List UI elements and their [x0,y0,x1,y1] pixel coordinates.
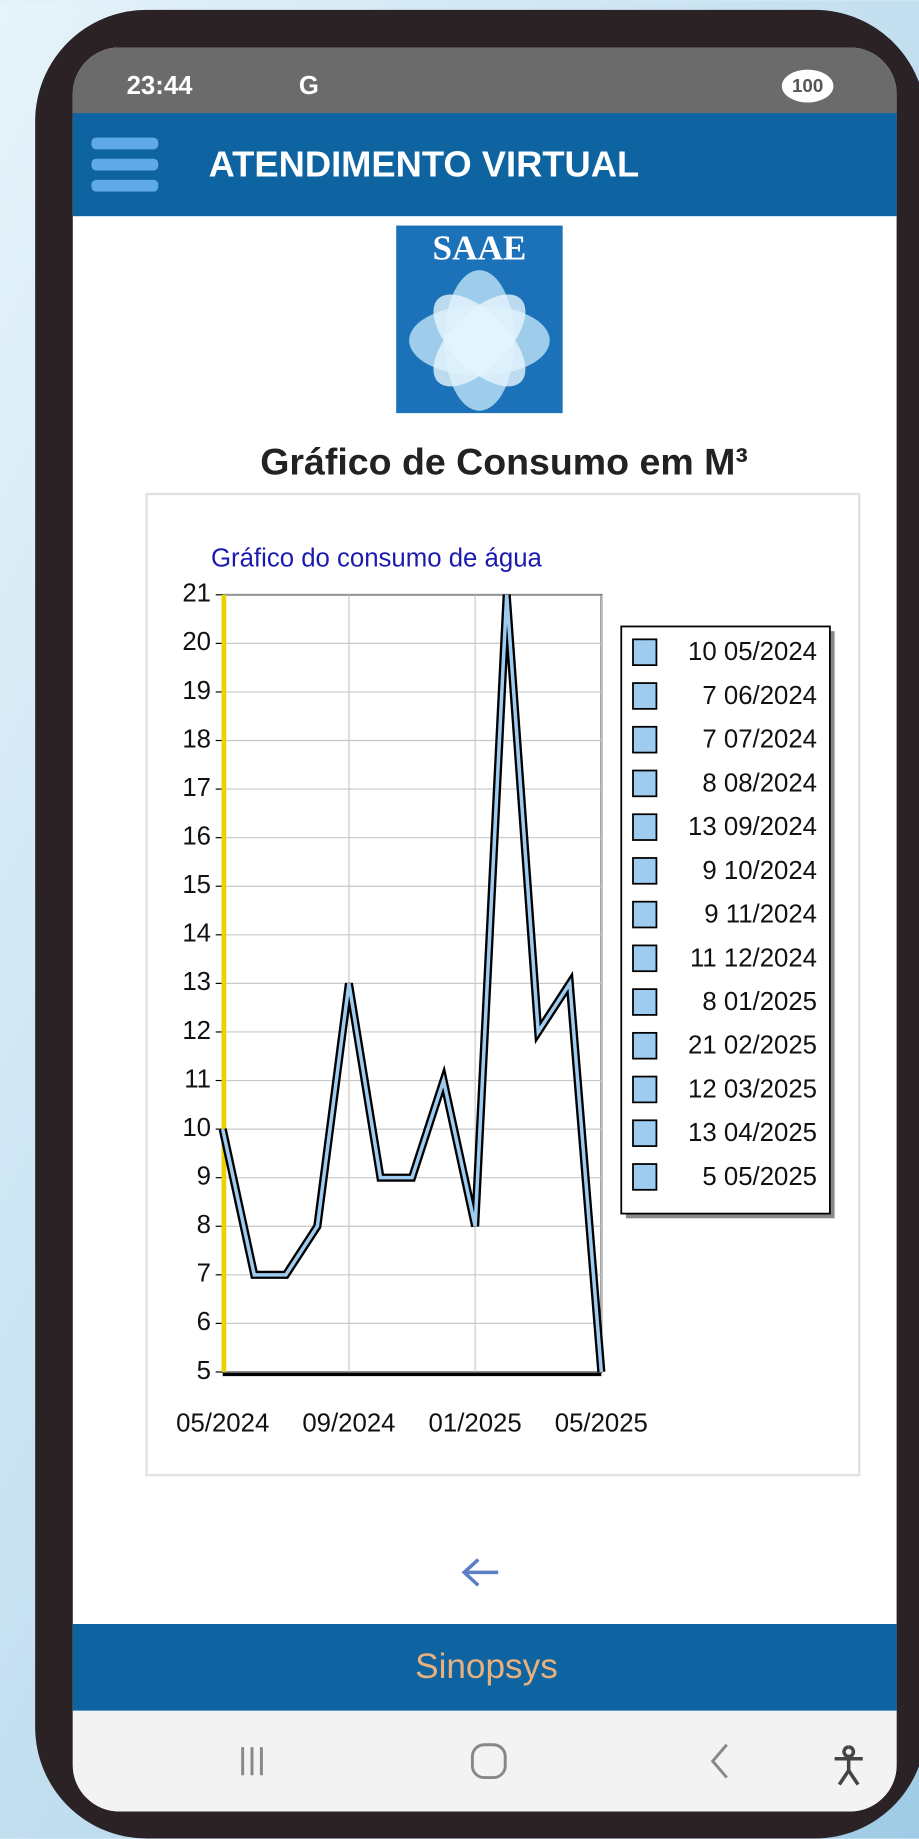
y-tick-label: 5 [197,1357,211,1385]
y-tick-label: 20 [182,628,211,656]
x-tick-label: 05/2024 [176,1410,269,1438]
legend-label: 8 01/2025 [702,988,817,1016]
y-tick-label: 12 [182,1017,211,1045]
legend-swatch [633,639,656,665]
status-battery: 100 [792,75,823,96]
legend-swatch [633,902,656,928]
logo: SAAE [396,226,562,414]
legend-label: 7 07/2024 [702,726,817,754]
y-tick-label: 15 [182,871,211,899]
x-tick-label: 05/2025 [555,1410,648,1438]
legend-label: 5 05/2025 [702,1163,817,1191]
legend-swatch [633,771,656,797]
legend-swatch [633,727,656,753]
footer-text: Sinopsys [415,1647,558,1686]
y-tick-label: 21 [182,580,211,608]
legend-label: 10 05/2024 [688,638,817,666]
screenshot: 23:44 G 100 ATENDIMENTO VIRTUAL SAAE Grá… [0,0,919,1839]
legend-label: 9 11/2024 [704,901,817,929]
legend-label: 13 09/2024 [688,813,817,841]
legend-swatch [633,814,656,840]
legend-swatch [633,858,656,884]
y-tick-label: 10 [182,1114,211,1142]
legend-swatch [633,1077,656,1103]
y-tick-label: 9 [197,1162,211,1190]
status-bar [73,47,897,113]
status-network: G [299,72,319,100]
y-tick-label: 13 [182,968,211,996]
legend-label: 12 03/2025 [688,1075,817,1103]
y-tick-label: 8 [197,1211,211,1239]
screen: 23:44 G 100 ATENDIMENTO VIRTUAL SAAE Grá… [73,47,897,1811]
x-tick-label: 09/2024 [302,1410,395,1438]
y-tick-label: 11 [184,1065,211,1093]
page: 23:44 G 100 ATENDIMENTO VIRTUAL SAAE Grá… [0,0,919,1839]
legend-swatch [633,945,656,971]
y-tick-label: 14 [182,920,211,948]
legend-swatch [633,1033,656,1059]
legend-swatch [633,683,656,709]
y-tick-label: 16 [182,822,211,850]
legend-label: 9 10/2024 [702,857,817,885]
logo-text: SAAE [433,228,527,267]
y-tick-label: 6 [197,1308,211,1336]
legend-swatch [633,989,656,1015]
y-tick-label: 7 [197,1260,211,1288]
y-tick-label: 17 [182,774,211,802]
page-title: Gráfico de Consumo em M³ [260,441,748,483]
x-tick-label: 01/2025 [429,1410,522,1438]
legend-label: 21 02/2025 [688,1032,817,1060]
legend-swatch [633,1120,656,1146]
legend-label: 13 04/2025 [688,1119,817,1147]
chart-title: Gráfico do consumo de água [211,544,543,572]
legend-swatch [633,1164,656,1190]
menu-button[interactable] [91,138,158,192]
legend-label: 7 06/2024 [702,682,817,710]
legend-label: 11 12/2024 [690,944,817,972]
header-title: ATENDIMENTO VIRTUAL [209,144,640,185]
status-time: 23:44 [127,72,194,100]
nav-bar [73,1711,897,1812]
legend-label: 8 08/2024 [702,769,817,797]
y-tick-label: 18 [182,725,211,753]
y-tick-label: 19 [182,677,211,705]
